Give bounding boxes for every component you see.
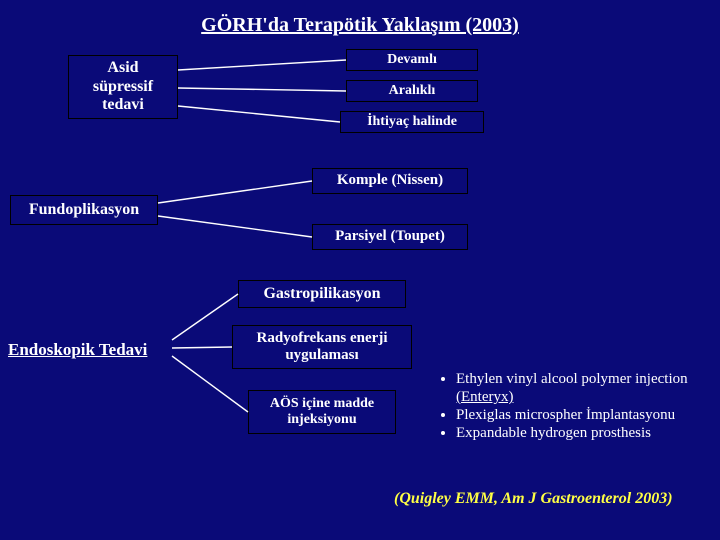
node-gastro: Gastropilikasyon <box>238 280 406 308</box>
node-aralikli: Aralıklı <box>346 80 478 102</box>
node-devamli: Devamlı <box>346 49 478 71</box>
node-radyo: Radyofrekans enerjiuygulaması <box>232 325 412 369</box>
node-acid: Asidsüpressiftedavi <box>68 55 178 119</box>
citation: (Quigley EMM, Am J Gastroenterol 2003) <box>394 490 673 508</box>
list-item: Ethylen vinyl alcool polymer injection (… <box>456 370 720 406</box>
polymer-list: Ethylen vinyl alcool polymer injection (… <box>438 370 720 442</box>
node-aos: AÖS içine maddeinjeksiyonu <box>248 390 396 434</box>
list-item: Expandable hydrogen prosthesis <box>456 424 720 442</box>
node-fundo: Fundoplikasyon <box>10 195 158 225</box>
page-title: GÖRH'da Terapötik Yaklaşım (2003) <box>0 14 720 37</box>
list-item: Plexiglas microspher İmplantasyonu <box>456 406 720 424</box>
label-endoskopik: Endoskopik Tedavi <box>8 340 147 360</box>
node-ihtiyac: İhtiyaç halinde <box>340 111 484 133</box>
node-parsiyel: Parsiyel (Toupet) <box>312 224 468 250</box>
node-komple: Komple (Nissen) <box>312 168 468 194</box>
